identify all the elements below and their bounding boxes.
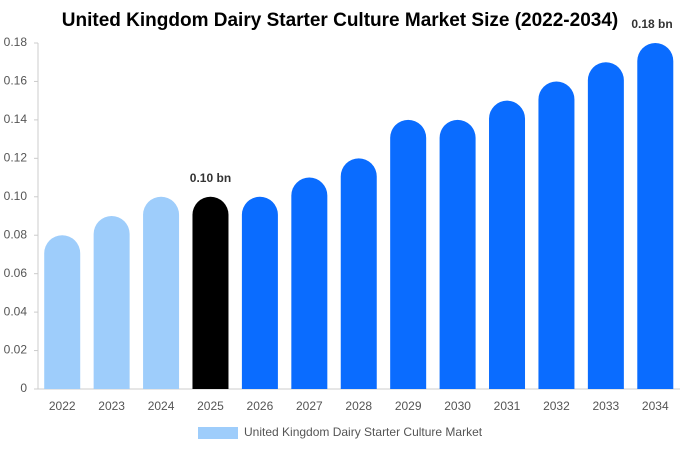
x-tick-label: 2028: [345, 399, 372, 413]
y-tick-label: 0.10: [4, 189, 28, 203]
y-tick-label: 0.12: [4, 151, 28, 165]
value-label: 0.10 bn: [190, 171, 231, 185]
x-tick-label: 2031: [494, 399, 521, 413]
x-tick-label: 2034: [642, 399, 669, 413]
bar: [340, 158, 377, 389]
x-tick-label: 2029: [395, 399, 422, 413]
y-tick-label: 0.02: [4, 343, 28, 357]
y-tick-label: 0: [20, 381, 27, 395]
x-tick-label: 2033: [593, 399, 620, 413]
bar: [439, 119, 476, 389]
y-tick-label: 0.18: [4, 35, 28, 49]
bar: [390, 119, 427, 389]
bar: [143, 196, 180, 389]
x-tick-label: 2032: [543, 399, 570, 413]
y-tick-label: 0.14: [4, 112, 28, 126]
x-tick-label: 2024: [148, 399, 175, 413]
y-tick-label: 0.04: [4, 304, 28, 318]
x-tick-label: 2025: [197, 399, 224, 413]
y-tick-label: 0.16: [4, 74, 28, 88]
x-tick-label: 2030: [444, 399, 471, 413]
bar: [291, 177, 328, 389]
x-tick-label: 2023: [98, 399, 125, 413]
bar: [241, 196, 278, 389]
legend-label: United Kingdom Dairy Starter Culture Mar…: [244, 425, 483, 439]
x-tick-label: 2022: [49, 399, 76, 413]
x-tick-label: 2026: [247, 399, 274, 413]
bar: [637, 43, 674, 389]
value-label: 0.18 bn: [631, 17, 672, 31]
legend-swatch: [198, 427, 238, 439]
chart-title: United Kingdom Dairy Starter Culture Mar…: [62, 10, 618, 31]
bar: [538, 81, 575, 389]
y-tick-label: 0.08: [4, 227, 28, 241]
bar: [44, 235, 81, 389]
bar: [587, 62, 624, 389]
y-tick-label: 0.06: [4, 266, 28, 280]
bar: [93, 216, 130, 389]
bar: [192, 196, 229, 389]
x-tick-label: 2027: [296, 399, 323, 413]
bar: [489, 100, 526, 389]
